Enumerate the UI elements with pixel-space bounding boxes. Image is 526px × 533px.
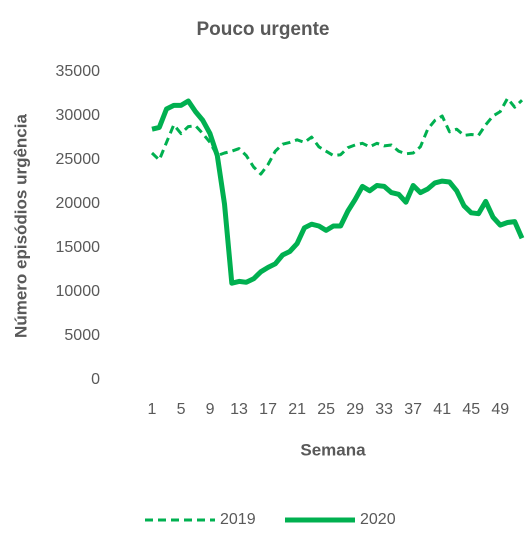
x-tick-label: 17 <box>259 401 277 418</box>
x-tick-label: 29 <box>346 401 364 418</box>
y-tick-label: 15000 <box>56 239 101 256</box>
x-tick-label: 21 <box>288 401 306 418</box>
x-axis-title: Semana <box>300 440 366 459</box>
y-tick-label: 5000 <box>64 327 100 344</box>
x-tick-label: 33 <box>375 401 393 418</box>
x-tick-label: 37 <box>404 401 422 418</box>
y-tick-label: 10000 <box>56 283 101 300</box>
x-tick-label: 45 <box>462 401 480 418</box>
y-tick-label: 20000 <box>56 195 101 212</box>
y-tick-label: 30000 <box>56 107 101 124</box>
x-tick-label: 9 <box>206 401 215 418</box>
y-tick-label: 0 <box>91 371 100 388</box>
y-tick-label: 35000 <box>56 63 101 80</box>
x-tick-label: 5 <box>177 401 186 418</box>
legend-label: 2019 <box>220 511 256 528</box>
y-axis-title: Número episódios urgência <box>11 114 30 338</box>
x-tick-label: 49 <box>491 401 509 418</box>
series-line <box>151 98 525 286</box>
x-tick-label: 1 <box>148 401 157 418</box>
chart-title: Pouco urgente <box>196 19 329 40</box>
x-tick-label: 25 <box>317 401 335 418</box>
x-tick-label: 13 <box>230 401 248 418</box>
legend-label: 2020 <box>360 511 396 528</box>
y-tick-label: 25000 <box>56 151 101 168</box>
x-tick-label: 41 <box>433 401 451 418</box>
